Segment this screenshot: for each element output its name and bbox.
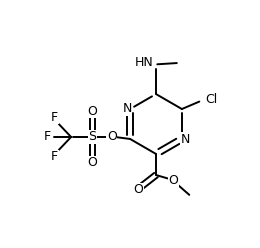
Text: HN: HN bbox=[135, 56, 154, 69]
Text: F: F bbox=[51, 150, 58, 163]
Text: O: O bbox=[87, 156, 97, 169]
Text: S: S bbox=[88, 130, 96, 144]
Text: O: O bbox=[107, 130, 117, 144]
Text: N: N bbox=[122, 102, 132, 115]
Text: F: F bbox=[51, 111, 58, 124]
Text: Cl: Cl bbox=[205, 93, 218, 106]
Text: O: O bbox=[133, 184, 143, 196]
Text: O: O bbox=[169, 174, 179, 187]
Text: O: O bbox=[87, 105, 97, 118]
Text: F: F bbox=[44, 130, 51, 144]
Text: N: N bbox=[180, 133, 190, 146]
